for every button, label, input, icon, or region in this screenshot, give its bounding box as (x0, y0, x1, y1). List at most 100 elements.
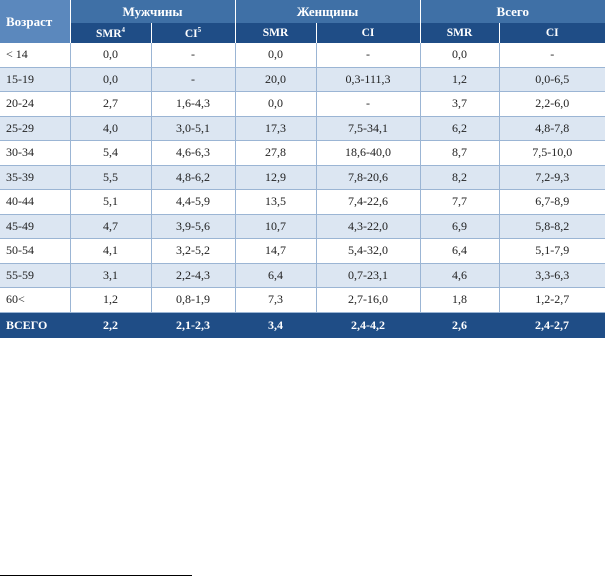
table-row: 35-39 5,5 4,8-6,2 12,9 7,8-20,6 8,2 7,2-9,3 (0, 165, 605, 190)
table-row: 15-19 0,0-20,0 0,3-111,3 1,2 0,0-6,5 (0, 67, 605, 92)
value-cell: 2,2-4,3 (151, 263, 236, 288)
table-row: 60< 1,2 0,8-1,9 7,3 2,7-16,0 1,8 1,2-2,7 (0, 287, 605, 313)
value-cell: 6,4 (235, 263, 317, 288)
value-cell: 4,4-5,9 (151, 189, 236, 215)
value-cell: 12,9 (235, 165, 317, 190)
value-cell: 7,8-20,6 (316, 165, 421, 190)
age-group-cell: < 14 (0, 43, 71, 68)
value-cell: 10,7 (235, 214, 317, 239)
age-group-cell: 55-59 (0, 263, 71, 288)
table-row: 40-44 5,1 4,4-5,9 13,5 7,4-22,6 7,7 6,7-8,9 (0, 189, 605, 215)
value-cell: 13,5 (235, 189, 317, 215)
value-cell: 4,7 (70, 214, 152, 239)
age-header: Возраст (0, 0, 71, 43)
table-row: 50-54 4,1 3,2-5,2 14,7 5,4-32,0 6,4 5,1-7,9 (0, 238, 605, 264)
value-cell: 0,0 (420, 43, 500, 68)
value-cell: 4,8-7,8 (499, 116, 605, 141)
total-value-cell: 2,4-4,2 (316, 312, 421, 338)
total-label-cell: ВСЕГО (0, 312, 71, 338)
value-cell: 1,2 (70, 287, 152, 313)
value-cell: 4,6 (420, 263, 500, 288)
smr-table: Возраст Мужчины Женщины Всего SMR4 CI5 SMR… (0, 0, 605, 338)
value-cell: - (151, 67, 236, 92)
header-row-groups: Возраст Мужчины Женщины Всего (0, 0, 605, 43)
value-cell: 3,7 (420, 91, 500, 117)
value-cell: 7,5-10,0 (499, 140, 605, 166)
age-group-cell: 50-54 (0, 238, 71, 264)
value-cell: - (316, 43, 421, 68)
value-cell: 1,6-4,3 (151, 91, 236, 117)
total-value-cell: 3,4 (235, 312, 317, 338)
value-cell: 4,1 (70, 238, 152, 264)
metric-header-label: SMR (95, 27, 122, 40)
value-cell: 0,0 (235, 91, 317, 117)
metric-header-label: SMR (446, 27, 473, 39)
total-value-cell: 2,6 (420, 312, 500, 338)
value-cell: 3,2-5,2 (151, 238, 236, 264)
metric-header-label: CI (184, 27, 198, 40)
metric-header: CI (499, 23, 605, 43)
metric-header: CI5 (151, 23, 236, 43)
total-row: ВСЕГО 2,2 2,1-2,3 3,4 2,4-4,2 2,6 2,4-2,7 (0, 312, 605, 338)
metric-header: SMR4 (70, 23, 152, 43)
total-value-cell: 2,2 (70, 312, 152, 338)
value-cell: 0,7-23,1 (316, 263, 421, 288)
value-cell: 18,6-40,0 (316, 140, 421, 166)
age-group-cell: 25-29 (0, 116, 71, 141)
value-cell: 1,2 (420, 67, 500, 92)
age-group-cell: 45-49 (0, 214, 71, 239)
value-cell: 1,8 (420, 287, 500, 313)
value-cell: 0,0 (235, 43, 317, 68)
total-value-cell: 2,4-2,7 (499, 312, 605, 338)
metric-header-label: CI (361, 27, 375, 39)
value-cell: 17,3 (235, 116, 317, 141)
value-cell: 8,7 (420, 140, 500, 166)
age-group-cell: 15-19 (0, 67, 71, 92)
value-cell: - (316, 91, 421, 117)
table-row: < 14 0,0-0,0-0,0- (0, 43, 605, 68)
value-cell: 3,0-5,1 (151, 116, 236, 141)
value-cell: 5,1-7,9 (499, 238, 605, 264)
table-body: < 14 0,0-0,0-0,0-15-19 0,0-20,0 0,3-111,3 1,… (0, 43, 605, 338)
value-cell: 7,7 (420, 189, 500, 215)
value-cell: 2,7-16,0 (316, 287, 421, 313)
table-row: 30-34 5,4 4,6-6,3 27,8 18,6-40,0 8,7 7,5-10,0 (0, 140, 605, 166)
table-row: 25-29 4,0 3,0-5,1 17,3 7,5-34,1 6,2 4,8-7,8 (0, 116, 605, 141)
value-cell: 3,3-6,3 (499, 263, 605, 288)
value-cell: 14,7 (235, 238, 317, 264)
metric-header: SMR (235, 23, 317, 43)
metric-header-label: CI (545, 27, 559, 39)
metric-header: CI (316, 23, 421, 43)
value-cell: 2,7 (70, 91, 152, 117)
value-cell: 4,0 (70, 116, 152, 141)
value-cell: 6,7-8,9 (499, 189, 605, 215)
value-cell: 20,0 (235, 67, 317, 92)
value-cell: 6,9 (420, 214, 500, 239)
value-cell: 0,3-111,3 (316, 67, 421, 92)
value-cell: 6,4 (420, 238, 500, 264)
value-cell: 5,5 (70, 165, 152, 190)
value-cell: 7,3 (235, 287, 317, 313)
table-row: 20-24 2,7 1,6-4,3 0,0-3,7 2,2-6,0 (0, 91, 605, 117)
group-header-men: Мужчины (70, 0, 236, 23)
group-header-women: Женщины (235, 0, 421, 23)
age-group-cell: 60< (0, 287, 71, 313)
value-cell: 0,0-6,5 (499, 67, 605, 92)
value-cell: 6,2 (420, 116, 500, 141)
value-cell: 27,8 (235, 140, 317, 166)
value-cell: 7,5-34,1 (316, 116, 421, 141)
value-cell: 5,4-32,0 (316, 238, 421, 264)
value-cell: 0,8-1,9 (151, 287, 236, 313)
footnote-separator (0, 575, 192, 576)
value-cell: 0,0 (70, 43, 152, 68)
value-cell: 0,0 (70, 67, 152, 92)
value-cell: - (151, 43, 236, 68)
footnote-marker: 4 (121, 26, 126, 35)
header-row-metrics: SMR4 CI5 SMR CI SMR CI (0, 23, 605, 43)
table-row: 45-49 4,7 3,9-5,6 10,7 4,3-22,0 6,9 5,8-8,2 (0, 214, 605, 239)
age-group-cell: 20-24 (0, 91, 71, 117)
table-row: 55-59 3,1 2,2-4,3 6,4 0,7-23,1 4,6 3,3-6,3 (0, 263, 605, 288)
age-group-cell: 40-44 (0, 189, 71, 215)
metric-header: SMR (420, 23, 500, 43)
value-cell: - (499, 43, 605, 68)
